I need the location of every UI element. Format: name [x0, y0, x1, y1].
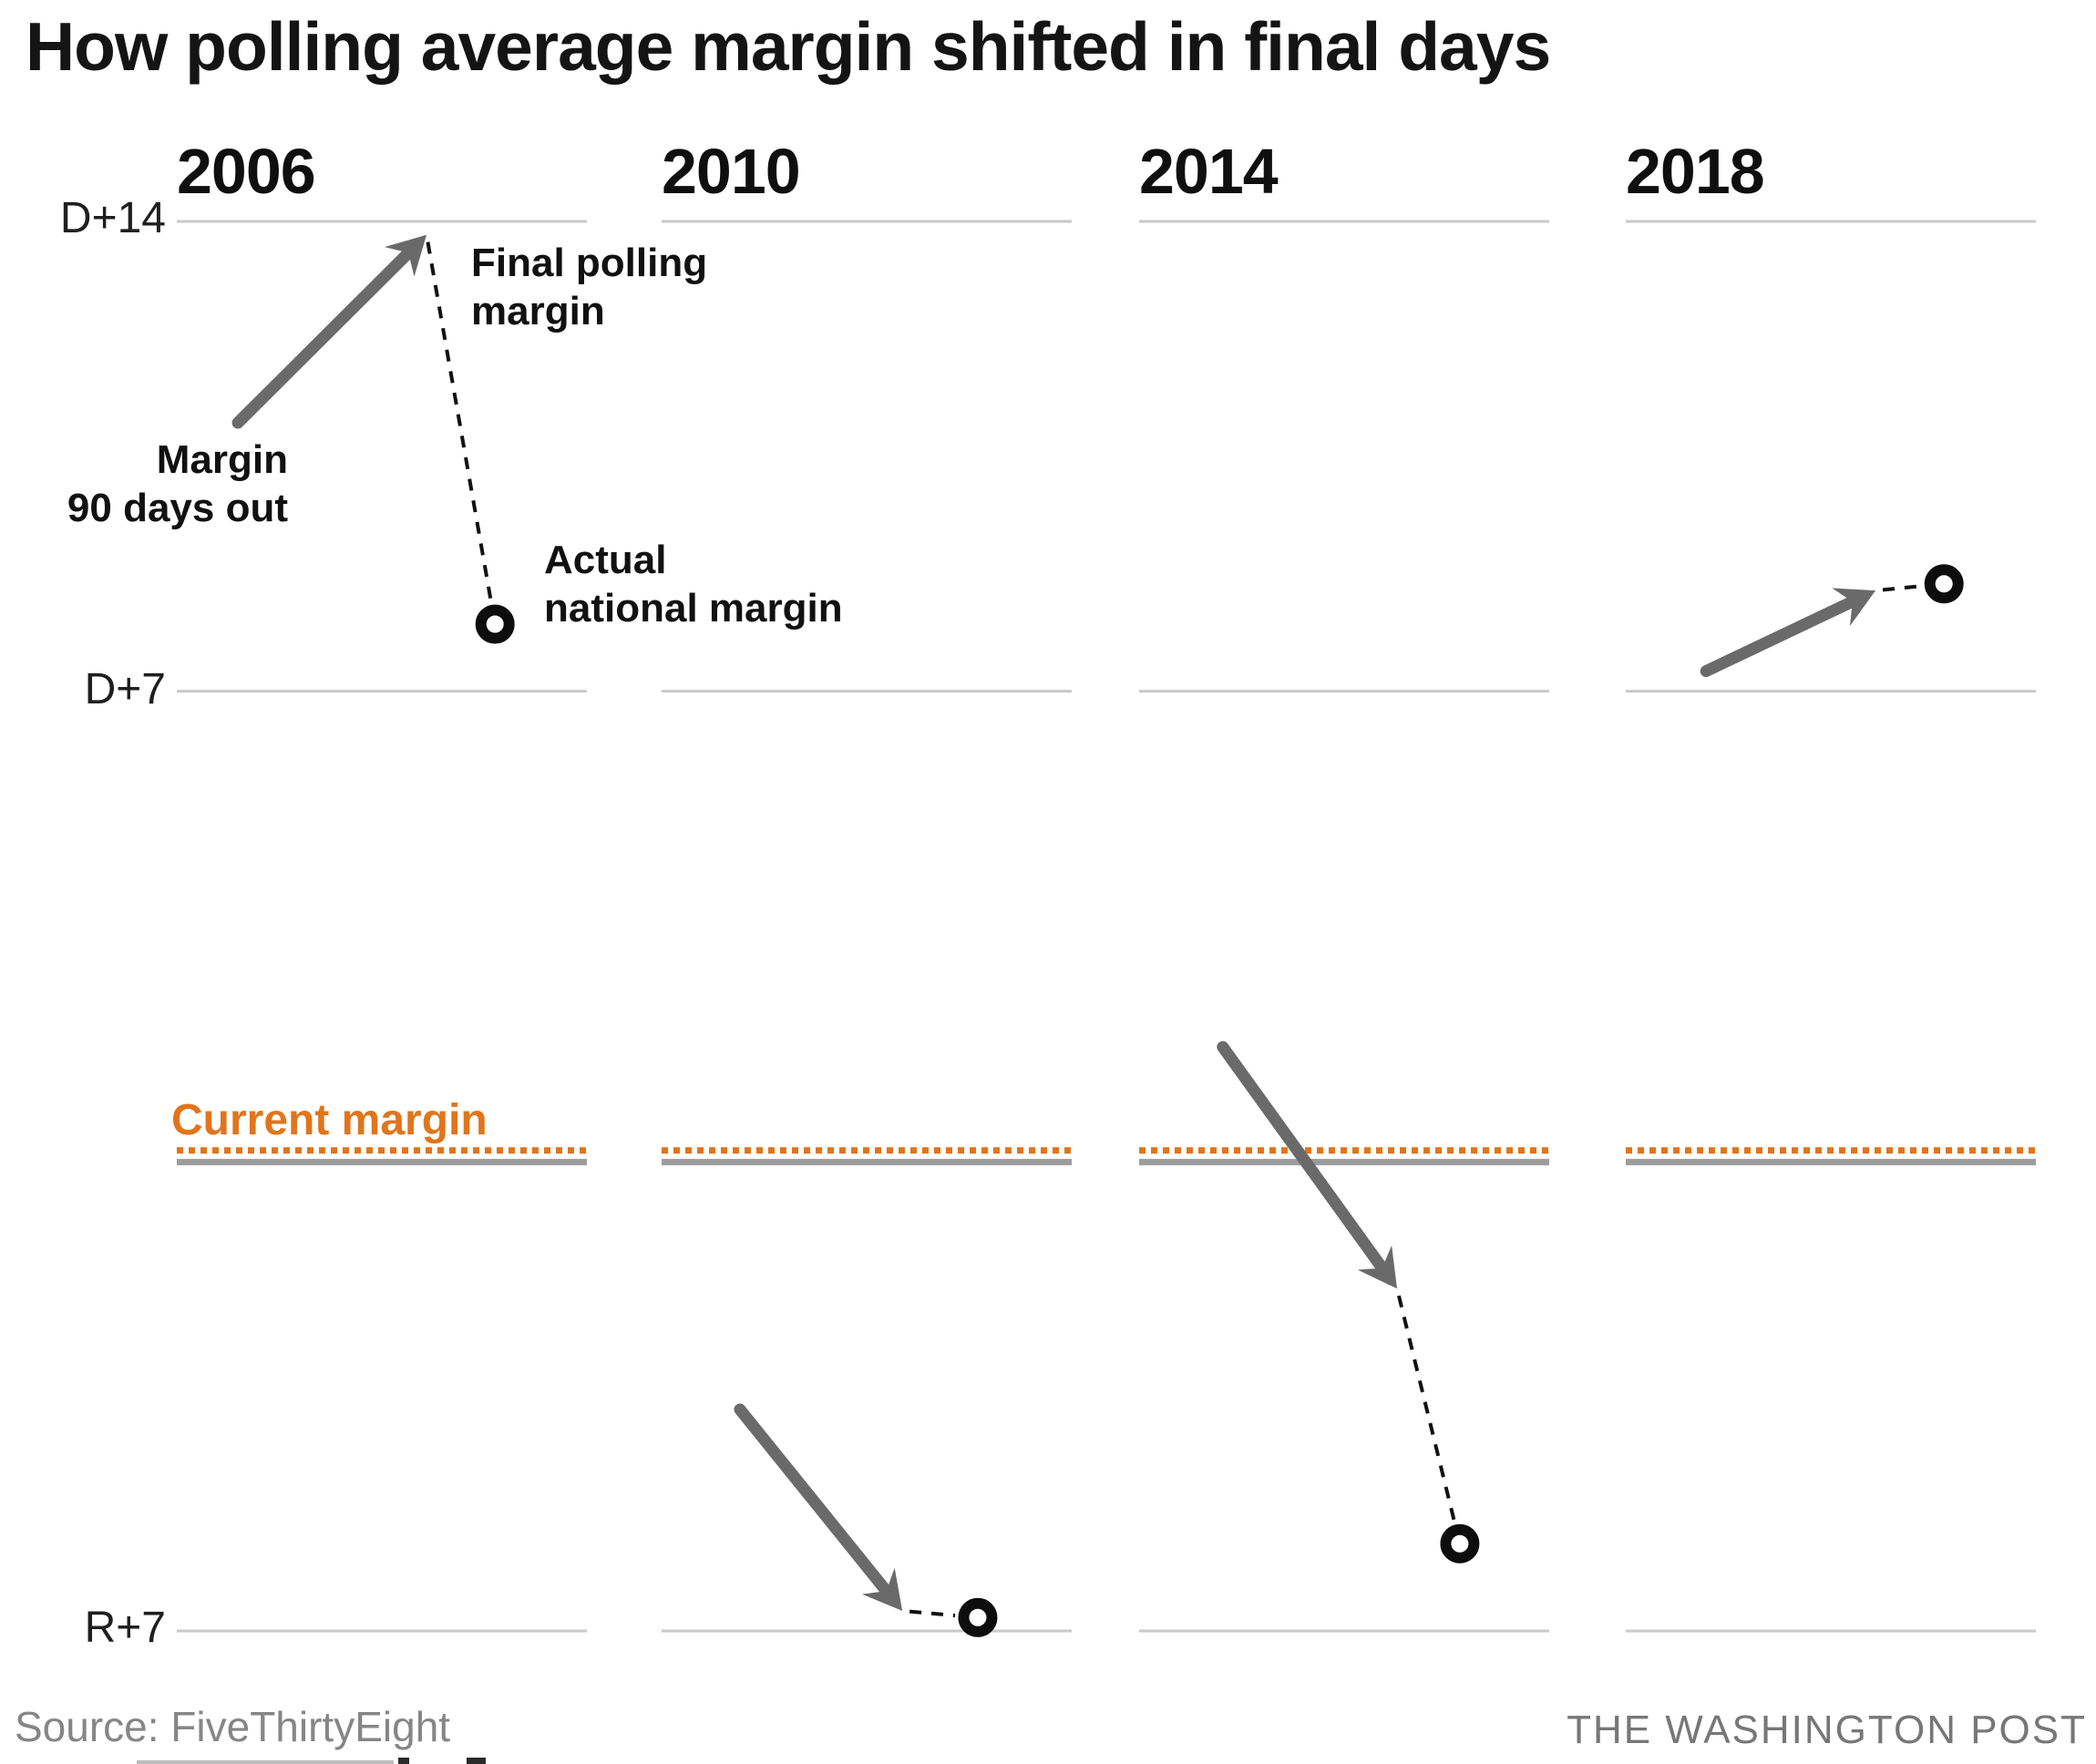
axis-label-d14: D+14	[59, 194, 166, 242]
panel-header-2010: 2010	[662, 136, 801, 207]
annotation-margin-90-days-out: Margin 90 days out	[67, 437, 288, 530]
publisher-credit: THE WASHINGTON POST	[1567, 1708, 2087, 1752]
panel-2014	[1139, 220, 1549, 1633]
panel-2006	[177, 220, 587, 1633]
cropped-text-artifact	[467, 1758, 486, 1764]
panel-2010	[662, 220, 1072, 1637]
panel-header-2014: 2014	[1139, 136, 1279, 207]
annotation-actual-national-margin: Actual national margin	[544, 538, 843, 631]
actual-margin-marker	[475, 604, 515, 644]
axis-label-d7: D+7	[84, 665, 166, 713]
shift-arrow-shaft	[1700, 594, 1861, 678]
shift-arrow-head	[1832, 588, 1876, 626]
shift-arrow-shaft	[231, 245, 416, 429]
cropped-text-artifact	[398, 1758, 409, 1764]
shift-arrow-head	[1357, 1245, 1398, 1289]
source-note: Source: FiveThirtyEight	[15, 1703, 451, 1750]
shift-arrow-head	[385, 234, 427, 277]
panel-2018	[1626, 220, 2036, 1633]
shift-arrow-head	[861, 1567, 903, 1611]
final-to-actual-connector	[1882, 584, 1922, 592]
annotation-final-polling-margin: Final polling margin	[471, 241, 708, 333]
actual-margin-marker	[1924, 564, 1964, 604]
final-to-actual-connector	[1397, 1295, 1456, 1523]
page-title: How polling average margin shifted in fi…	[26, 8, 1551, 85]
cropped-text-artifact	[137, 1760, 394, 1764]
actual-margin-marker	[1440, 1523, 1480, 1564]
shift-arrow-shaft	[1217, 1041, 1390, 1276]
final-to-actual-connector	[909, 1609, 956, 1618]
panel-header-2018: 2018	[1626, 136, 1765, 207]
annotation-current-margin: Current margin	[171, 1096, 488, 1144]
shift-arrow-shaft	[734, 1403, 894, 1599]
final-to-actual-connector	[426, 241, 493, 602]
actual-margin-marker	[958, 1597, 998, 1637]
panel-header-2006: 2006	[177, 136, 316, 207]
axis-label-r7: R+7	[84, 1604, 166, 1652]
